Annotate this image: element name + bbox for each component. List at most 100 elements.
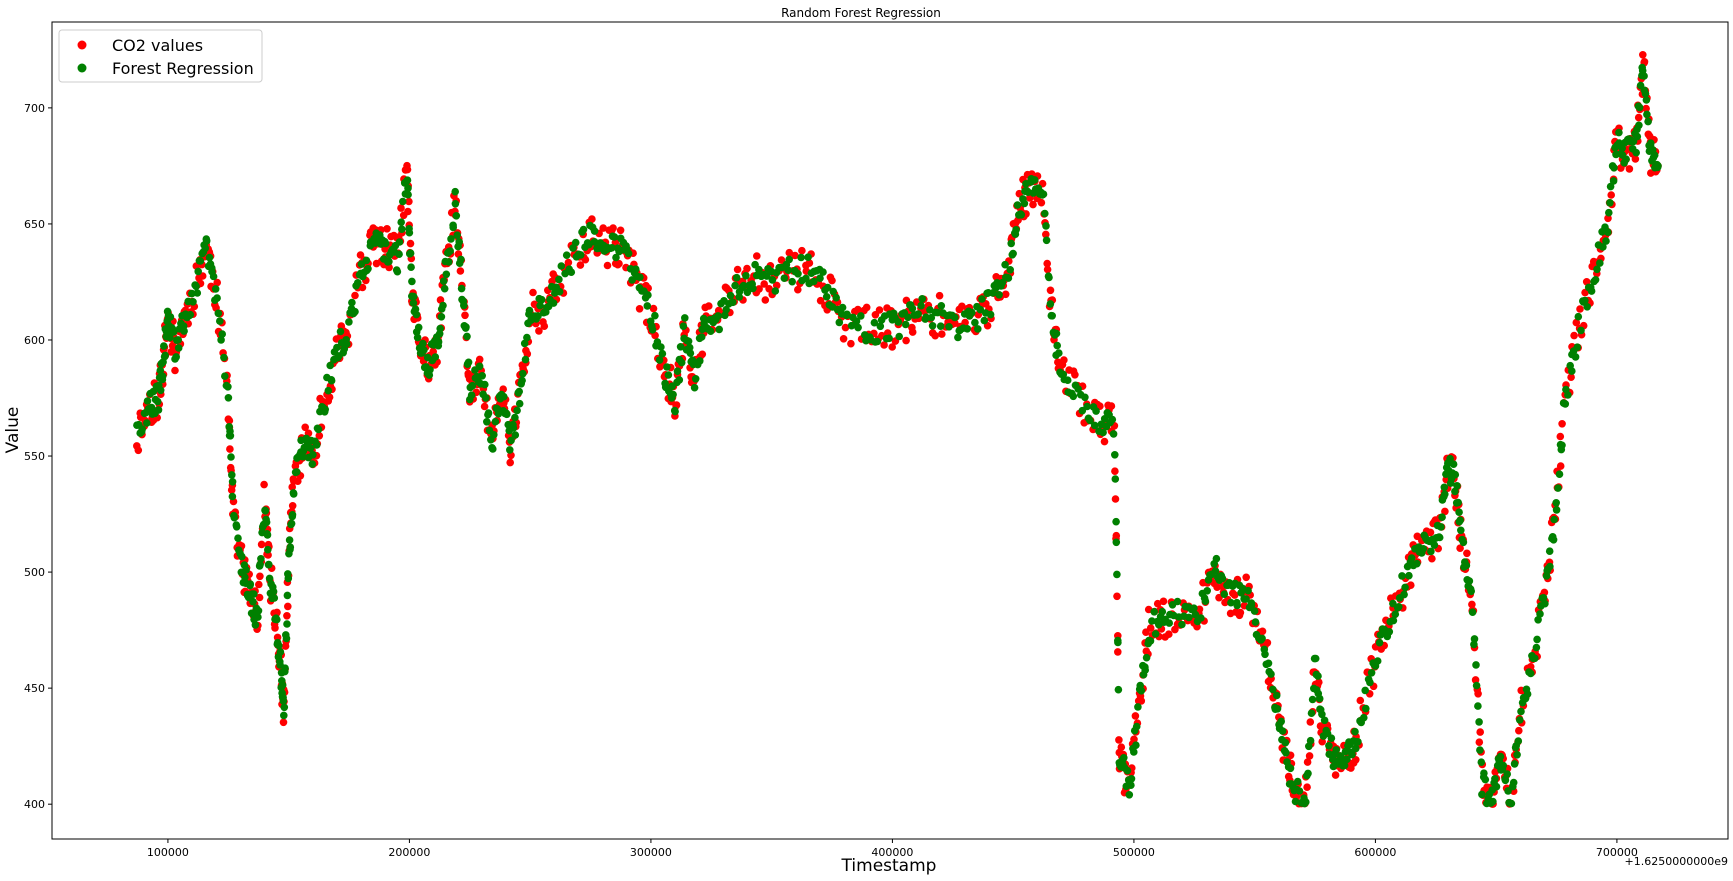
forest-regression-point (1250, 607, 1259, 615)
forest-regression-point (362, 256, 371, 265)
co2-value-point (564, 258, 573, 267)
co2-value-point (1407, 581, 1415, 589)
forest-regression-point (557, 262, 566, 270)
forest-regression-point (1251, 618, 1260, 626)
forest-regression-point (1581, 296, 1589, 305)
forest-regression-point (681, 314, 689, 322)
co2-value-point (958, 302, 966, 311)
forest-regression-point (1591, 276, 1600, 284)
forest-regression-point (314, 425, 323, 434)
forest-regression-point (536, 301, 544, 310)
forest-regression-point (1108, 415, 1117, 424)
forest-regression-point (1354, 738, 1362, 746)
x-tick-label: 200000 (388, 846, 430, 859)
forest-regression-point (228, 492, 237, 501)
co2-value-point (649, 304, 658, 313)
forest-regression-point (462, 323, 470, 331)
forest-regression-point (490, 431, 498, 439)
co2-value-point (1474, 690, 1482, 698)
co2-value-point (273, 608, 281, 617)
forest-regression-point (1593, 265, 1601, 274)
forest-regression-point (823, 283, 832, 292)
forest-regression-point (393, 267, 402, 276)
forest-regression-point (264, 545, 272, 554)
co2-value-point (733, 265, 742, 274)
forest-regression-point (440, 284, 449, 293)
forest-regression-point (1120, 754, 1128, 762)
chart-title: Random Forest Regression (781, 6, 941, 20)
forest-regression-point (968, 308, 976, 317)
forest-regression-point (904, 313, 912, 322)
forest-regression-point (1042, 222, 1050, 230)
co2-value-point (480, 402, 489, 411)
forest-regression-point (513, 406, 521, 415)
forest-regression-point (1318, 710, 1326, 719)
forest-regression-point (1264, 659, 1273, 668)
forest-regression-point (1306, 736, 1315, 745)
forest-regression-point (1596, 259, 1604, 267)
co2-value-point (273, 633, 282, 642)
co2-value-point (765, 285, 773, 293)
forest-regression-point (285, 536, 294, 544)
co2-value-point (456, 267, 465, 275)
forest-regression-point (1247, 601, 1256, 609)
co2-value-point (938, 330, 946, 338)
forest-regression-point (138, 425, 146, 433)
forest-regression-point (936, 322, 945, 331)
forest-regression-point (431, 353, 440, 361)
forest-regression-point (283, 620, 291, 628)
co2-value-point (609, 224, 617, 232)
forest-regression-point (1009, 249, 1017, 258)
forest-regression-point (1185, 613, 1193, 622)
co2-value-point (1303, 758, 1312, 766)
forest-regression-point (1052, 329, 1061, 338)
forest-regression-point (1467, 587, 1475, 596)
forest-regression-point (166, 313, 175, 321)
forest-regression-point (810, 277, 818, 286)
forest-regression-point (1517, 707, 1525, 716)
forest-regression-point (1375, 638, 1384, 647)
forest-regression-point (1272, 691, 1281, 700)
forest-regression-point (555, 287, 564, 296)
co2-value-point (791, 251, 799, 260)
forest-regression-point (684, 337, 693, 346)
co2-value-point (1642, 104, 1650, 113)
co2-value-point (1607, 191, 1615, 199)
co2-value-point (1576, 305, 1584, 313)
forest-regression-point (945, 323, 953, 331)
forest-regression-point (1507, 799, 1516, 808)
forest-regression-point (679, 322, 688, 331)
co2-value-point (284, 602, 292, 611)
forest-regression-point (172, 353, 180, 361)
co2-value-point (935, 291, 944, 300)
forest-regression-point (1211, 567, 1220, 575)
forest-regression-point (1635, 103, 1644, 112)
forest-regression-point (1017, 211, 1026, 219)
forest-regression-point (1242, 595, 1250, 603)
co2-value-point (1428, 554, 1436, 563)
forest-regression-point (1654, 162, 1662, 170)
forest-regression-point (832, 293, 840, 302)
forest-regression-point (283, 591, 292, 600)
forest-regression-point (854, 323, 862, 332)
forest-regression-point (234, 534, 242, 542)
forest-regression-point (1039, 190, 1048, 198)
forest-regression-point (521, 355, 530, 364)
forest-regression-point (691, 375, 700, 383)
points-layer (133, 51, 1662, 808)
forest-regression-point (1536, 610, 1544, 618)
forest-regression-point (567, 268, 576, 277)
forest-regression-point (409, 299, 418, 307)
forest-regression-point (250, 590, 258, 598)
forest-regression-point (398, 225, 406, 233)
co2-value-point (257, 540, 266, 549)
forest-regression-point (224, 394, 233, 402)
forest-regression-point (1516, 716, 1524, 724)
forest-regression-point (1405, 571, 1413, 580)
forest-regression-point (218, 330, 226, 338)
co2-value-point (1100, 437, 1109, 446)
forest-regression-point (1491, 775, 1499, 783)
forest-regression-point (1526, 669, 1535, 678)
forest-regression-point (1134, 703, 1142, 711)
co2-value-point (405, 197, 413, 206)
